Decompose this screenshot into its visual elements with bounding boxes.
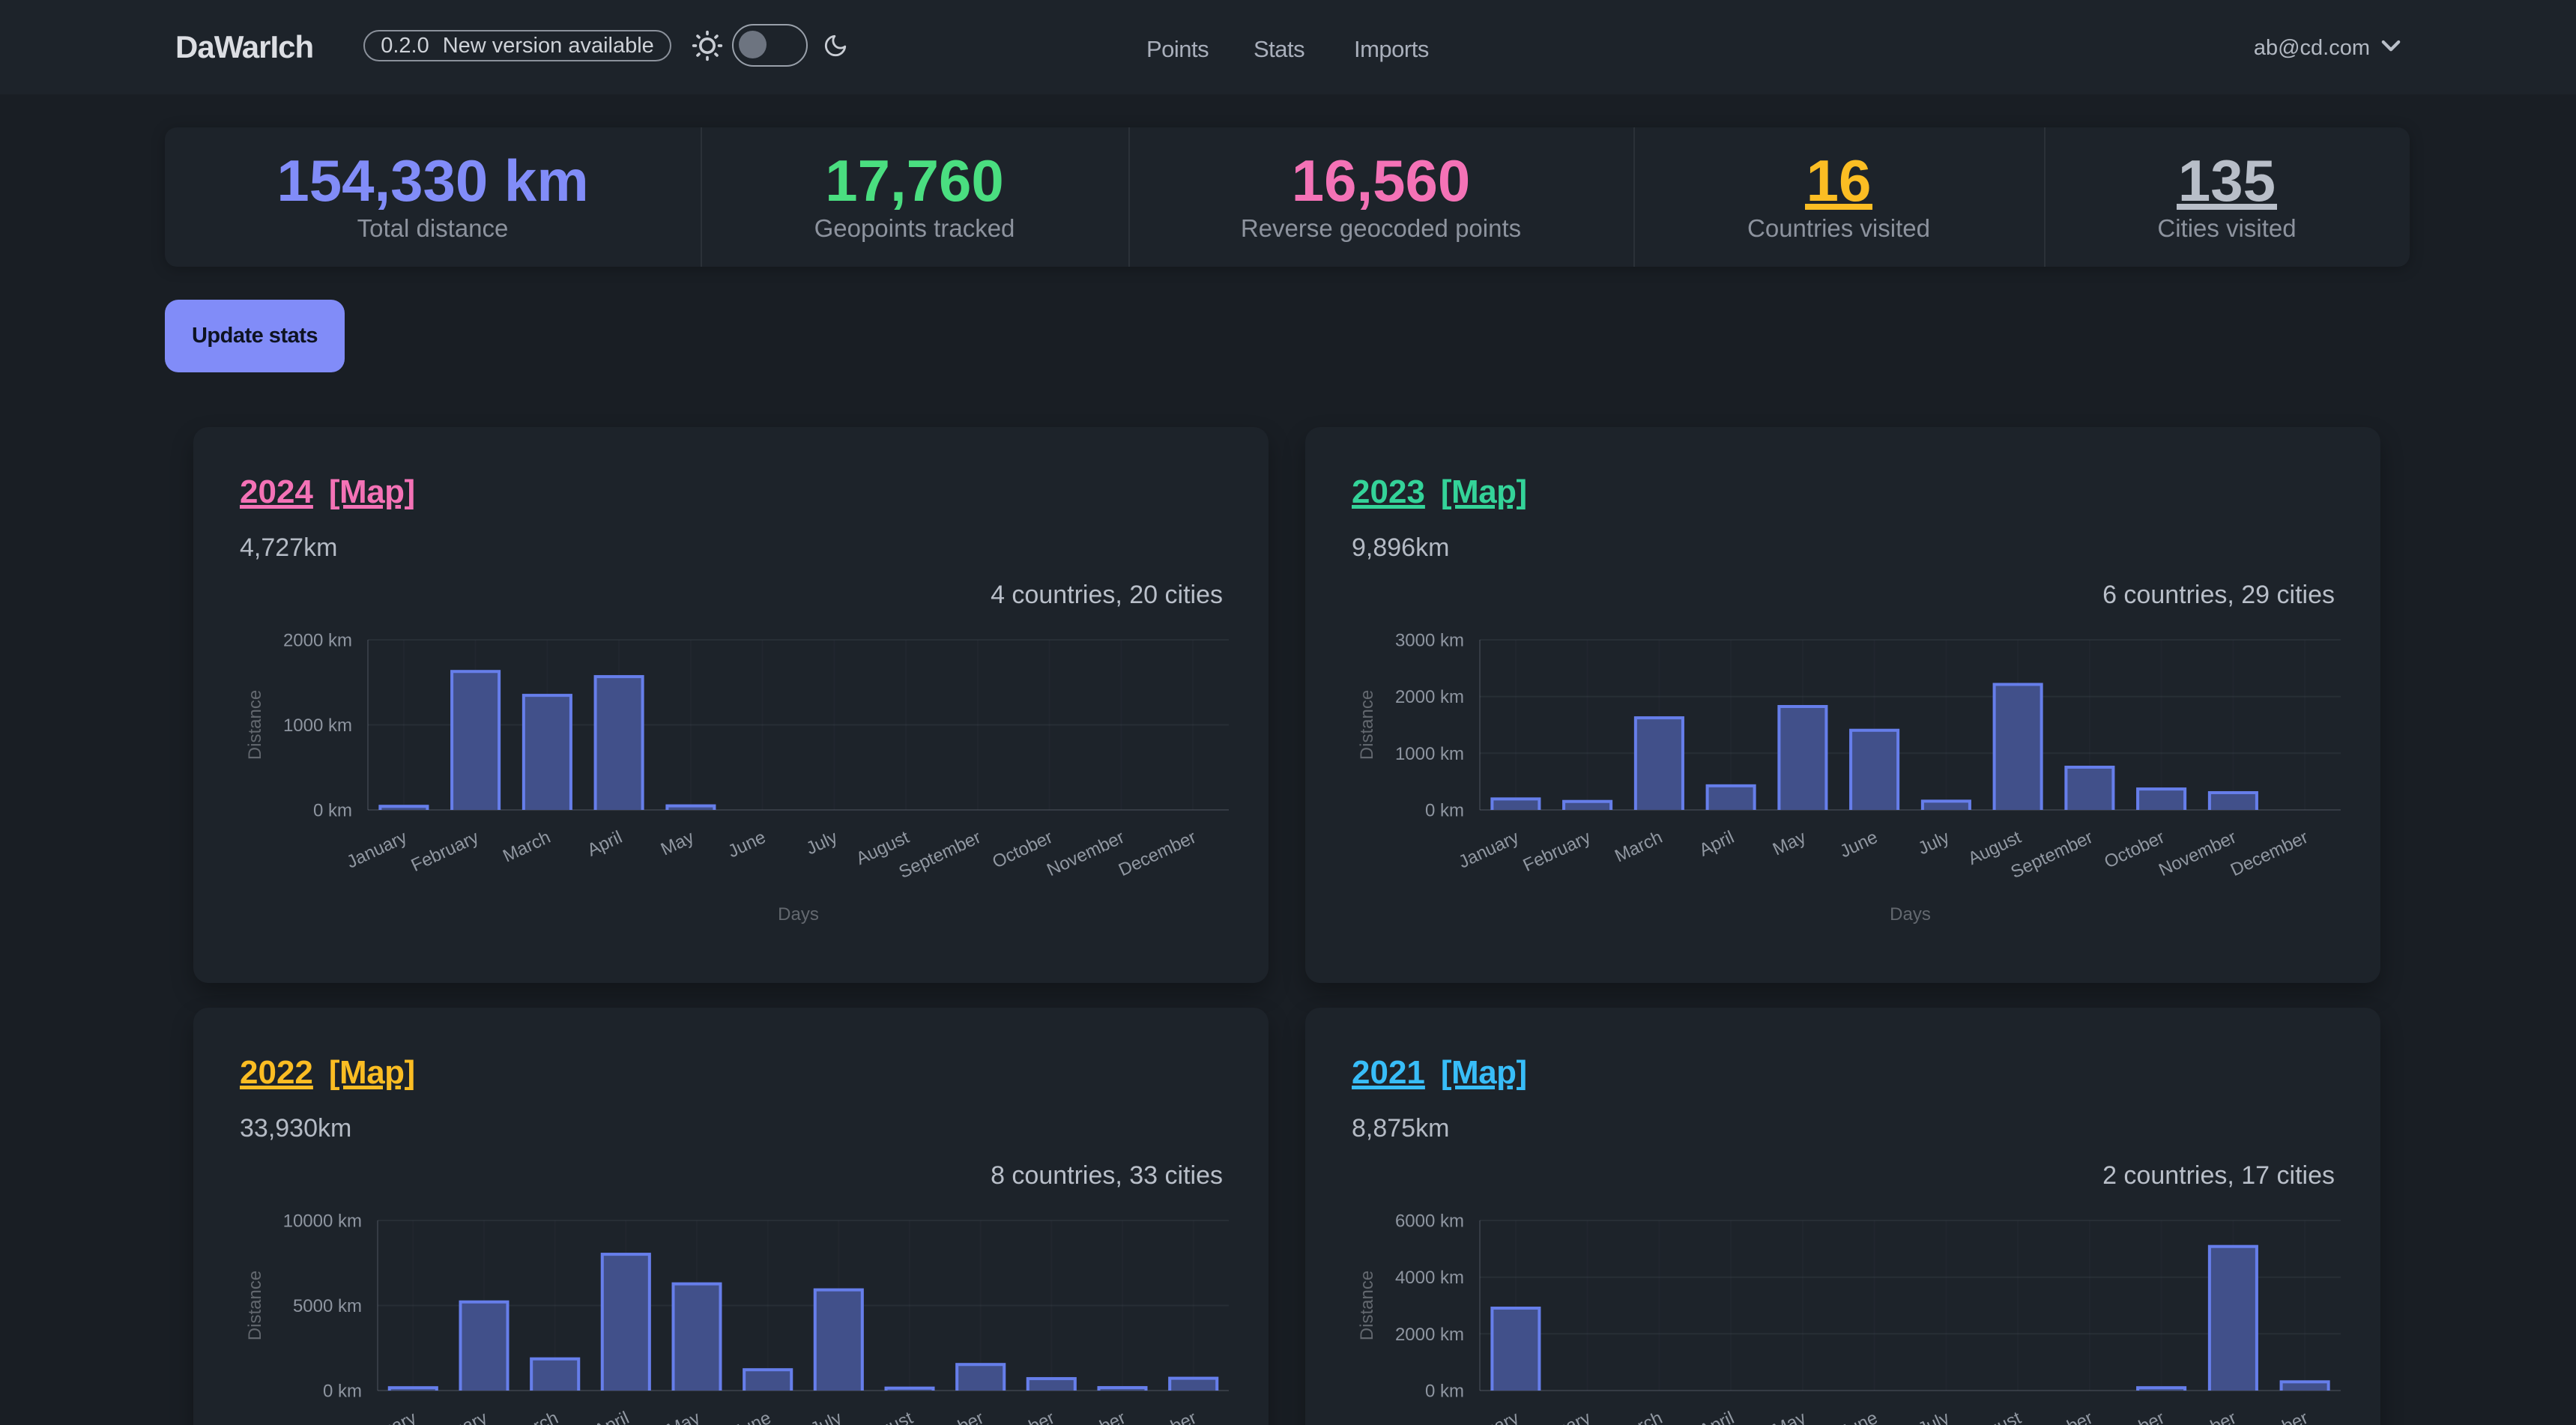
svg-text:May: May bbox=[664, 1408, 704, 1425]
svg-text:February: February bbox=[1520, 1408, 1594, 1425]
svg-text:February: February bbox=[417, 1408, 490, 1425]
svg-text:July: July bbox=[1915, 1408, 1953, 1425]
svg-text:April: April bbox=[591, 1408, 632, 1425]
svg-text:April: April bbox=[1696, 1408, 1738, 1425]
svg-text:Distance: Distance bbox=[245, 690, 265, 760]
svg-text:May: May bbox=[658, 827, 698, 860]
svg-text:December: December bbox=[1116, 1408, 1200, 1425]
svg-text:August: August bbox=[1965, 1408, 2025, 1425]
svg-text:6000 km: 6000 km bbox=[1395, 1211, 1464, 1232]
svg-text:April: April bbox=[1696, 827, 1738, 861]
svg-text:July: July bbox=[808, 1408, 845, 1425]
svg-text:0 km: 0 km bbox=[1425, 801, 1464, 821]
svg-text:September: September bbox=[896, 827, 985, 883]
svg-text:February: February bbox=[408, 827, 482, 876]
svg-text:1000 km: 1000 km bbox=[1395, 744, 1464, 764]
svg-text:March: March bbox=[1612, 827, 1666, 867]
svg-text:January: January bbox=[344, 827, 411, 873]
svg-text:Distance: Distance bbox=[1357, 1271, 1377, 1340]
svg-text:1000 km: 1000 km bbox=[283, 715, 352, 736]
svg-text:0 km: 0 km bbox=[1425, 1382, 1464, 1402]
svg-text:May: May bbox=[1770, 1408, 1809, 1425]
svg-text:October: October bbox=[2101, 1408, 2168, 1425]
svg-text:February: February bbox=[1520, 827, 1594, 876]
svg-text:2000 km: 2000 km bbox=[1395, 687, 1464, 707]
svg-text:November: November bbox=[1044, 827, 1128, 880]
svg-text:May: May bbox=[1770, 827, 1809, 860]
svg-text:0 km: 0 km bbox=[323, 1382, 362, 1402]
svg-text:April: April bbox=[584, 827, 626, 861]
svg-text:March: March bbox=[500, 827, 554, 867]
svg-text:November: November bbox=[1045, 1408, 1129, 1425]
svg-text:January: January bbox=[1456, 1408, 1523, 1425]
svg-text:December: December bbox=[2228, 827, 2312, 880]
svg-text:Days: Days bbox=[778, 904, 819, 925]
svg-text:June: June bbox=[1837, 1408, 1881, 1425]
svg-text:2000 km: 2000 km bbox=[283, 631, 352, 651]
svg-text:August: August bbox=[856, 1408, 916, 1425]
svg-text:December: December bbox=[1116, 827, 1200, 880]
svg-text:September: September bbox=[2008, 827, 2096, 883]
svg-text:October: October bbox=[991, 1408, 1058, 1425]
svg-text:June: June bbox=[1837, 827, 1881, 862]
svg-text:Distance: Distance bbox=[245, 1271, 265, 1340]
svg-text:July: July bbox=[1915, 827, 1953, 859]
svg-text:January: January bbox=[353, 1408, 420, 1425]
svg-text:4000 km: 4000 km bbox=[1395, 1268, 1464, 1288]
svg-text:Days: Days bbox=[1890, 904, 1931, 925]
svg-text:December: December bbox=[2228, 1408, 2312, 1425]
svg-text:5000 km: 5000 km bbox=[293, 1296, 362, 1316]
svg-text:November: November bbox=[2156, 1408, 2240, 1425]
svg-text:0 km: 0 km bbox=[313, 801, 352, 821]
svg-text:10000 km: 10000 km bbox=[283, 1211, 362, 1232]
svg-text:2000 km: 2000 km bbox=[1395, 1325, 1464, 1345]
svg-text:November: November bbox=[2156, 827, 2240, 880]
svg-text:Distance: Distance bbox=[1357, 690, 1377, 760]
svg-text:January: January bbox=[1456, 827, 1523, 873]
svg-text:March: March bbox=[507, 1408, 561, 1425]
svg-text:June: June bbox=[731, 1408, 775, 1425]
svg-text:March: March bbox=[1612, 1408, 1666, 1425]
svg-text:June: June bbox=[725, 827, 770, 862]
svg-text:July: July bbox=[803, 827, 841, 859]
svg-text:3000 km: 3000 km bbox=[1395, 631, 1464, 651]
